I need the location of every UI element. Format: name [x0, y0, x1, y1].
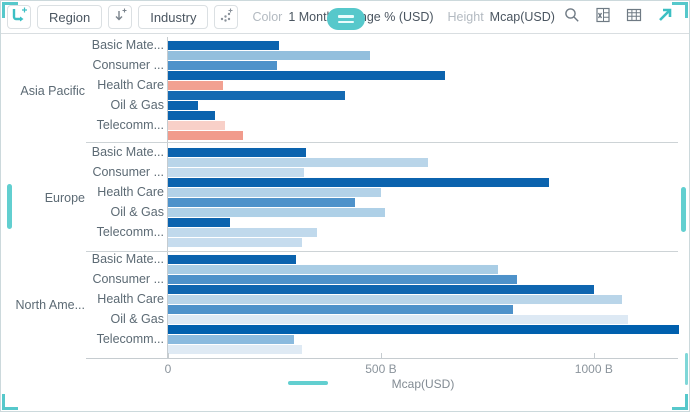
resize-handle-left[interactable] [7, 184, 12, 229]
sort-breakdown-button[interactable] [108, 5, 133, 29]
bar[interactable] [168, 41, 279, 50]
pivot-arrow-plus-icon [10, 6, 28, 29]
bar[interactable] [168, 61, 277, 70]
industry-label: Oil & Gas [110, 205, 165, 219]
bar[interactable] [168, 208, 385, 217]
bar[interactable] [168, 315, 628, 324]
bar[interactable] [168, 51, 370, 60]
x-axis-tick [380, 353, 382, 358]
search-icon [563, 6, 581, 29]
x-axis-tick [593, 353, 595, 358]
dots-plus-icon [218, 7, 234, 28]
industry-label: Health Care [97, 185, 164, 199]
toolbar-right-actions [562, 7, 675, 27]
region-separator [86, 251, 678, 252]
bar[interactable] [168, 121, 225, 130]
scatter-breakdown-button[interactable] [214, 5, 239, 29]
industry-label: Telecomm... [96, 332, 164, 346]
drag-handle-icon [338, 15, 354, 18]
bar[interactable] [168, 158, 428, 167]
bar[interactable] [168, 218, 230, 227]
excel-export-icon [594, 6, 612, 29]
color-encoding-label: Color [252, 10, 283, 24]
x-axis-tick-label: 500 B [365, 362, 397, 376]
x-axis-tick-label: 1000 B [574, 362, 613, 376]
bar[interactable] [168, 228, 317, 237]
bar[interactable] [168, 111, 215, 120]
x-axis-tick-label: 0 [164, 362, 172, 376]
toolbar: Region Industry Color 1 Month Change % [1, 1, 689, 34]
bar[interactable] [168, 238, 302, 247]
industry-label: Health Care [97, 78, 164, 92]
industry-label: Telecomm... [96, 118, 164, 132]
industry-label: Consumer ... [92, 58, 164, 72]
bar[interactable] [168, 325, 679, 334]
breakdown-region-button[interactable]: Region [37, 5, 103, 29]
height-encoding-label: Height [447, 10, 484, 24]
bar[interactable] [168, 275, 517, 284]
industry-label: Basic Mate... [91, 38, 164, 52]
table-icon [625, 6, 643, 29]
industry-label: Consumer ... [92, 272, 164, 286]
region-separator [86, 142, 678, 143]
down-arrow-plus-icon [112, 7, 128, 28]
industry-label: Telecomm... [96, 225, 164, 239]
industry-label: Basic Mate... [91, 252, 164, 266]
bar[interactable] [168, 305, 513, 314]
industry-label: Basic Mate... [91, 145, 164, 159]
industry-label: Oil & Gas [110, 98, 165, 112]
x-axis-title: Mcap(USD) [391, 377, 455, 391]
region-label: Europe [44, 191, 85, 205]
y-axis-line [167, 37, 168, 358]
height-encoding-value[interactable]: Mcap(USD) [489, 10, 555, 24]
bar[interactable] [168, 71, 445, 80]
search-button[interactable] [562, 7, 582, 27]
region-label: North Ame... [15, 298, 85, 312]
drag-handle[interactable] [327, 8, 365, 30]
bar[interactable] [168, 345, 302, 354]
maximize-button[interactable] [655, 7, 675, 27]
maximize-icon [656, 6, 674, 29]
bar[interactable] [168, 188, 381, 197]
drag-handle-icon [338, 20, 354, 23]
bar[interactable] [168, 91, 345, 100]
bar[interactable] [168, 131, 243, 140]
bar[interactable] [168, 255, 296, 264]
excel-export-button[interactable] [593, 7, 613, 27]
bar[interactable] [168, 148, 306, 157]
bar[interactable] [168, 285, 594, 294]
bar[interactable] [168, 198, 355, 207]
bar[interactable] [168, 168, 304, 177]
region-label: Asia Pacific [20, 84, 85, 98]
bar[interactable] [168, 295, 622, 304]
bar[interactable] [168, 101, 198, 110]
x-axis-line [86, 358, 678, 359]
industry-label: Consumer ... [92, 165, 164, 179]
industry-label: Oil & Gas [110, 312, 165, 326]
bar[interactable] [168, 265, 498, 274]
industry-label: Health Care [97, 292, 164, 306]
resize-handle-bottom[interactable] [288, 381, 328, 385]
table-view-button[interactable] [624, 7, 644, 27]
add-breakdown-button[interactable] [7, 5, 31, 29]
bar[interactable] [168, 178, 549, 187]
breakdown-industry-button[interactable]: Industry [138, 5, 209, 29]
x-axis-tick [168, 353, 169, 358]
vertical-scrollbar[interactable] [685, 353, 688, 385]
bar[interactable] [168, 81, 223, 90]
resize-handle-right[interactable] [681, 187, 686, 232]
bar[interactable] [168, 335, 294, 344]
